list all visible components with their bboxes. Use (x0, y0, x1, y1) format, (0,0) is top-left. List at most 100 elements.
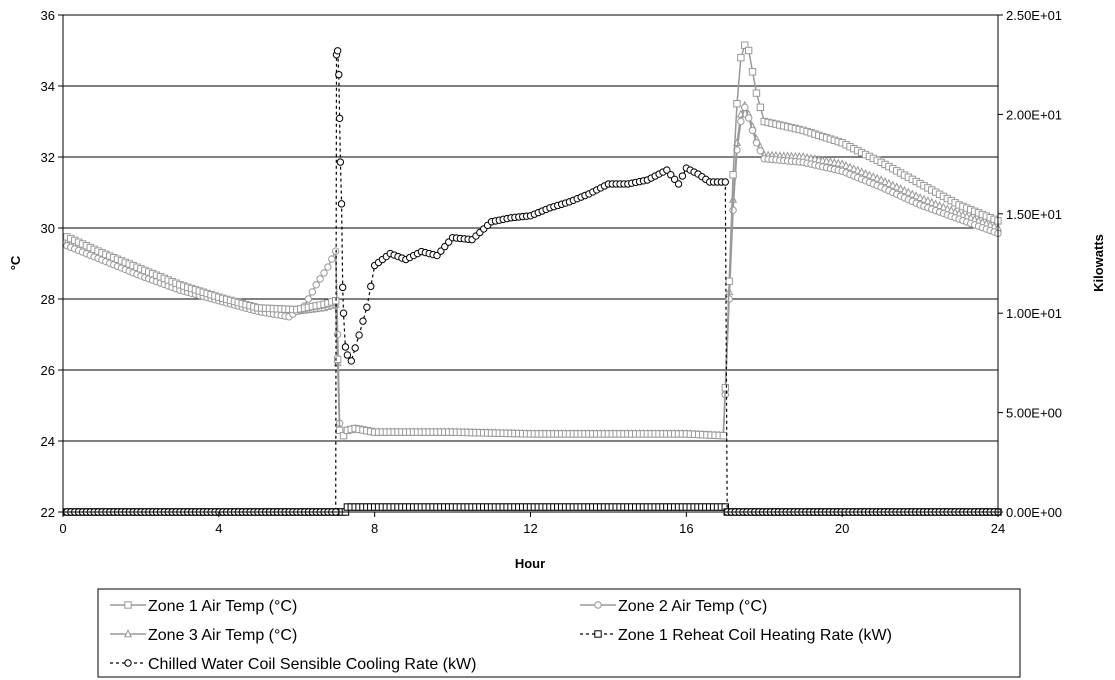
data-point (849, 164, 858, 173)
data-point (308, 288, 317, 296)
data-point (869, 172, 878, 181)
data-point (756, 103, 765, 111)
data-point (737, 117, 745, 126)
data-point (335, 114, 344, 123)
data-point (873, 173, 882, 182)
data-point (670, 175, 679, 184)
legend-item: Zone 1 Reheat Coil Heating Rate (kW) (580, 627, 892, 644)
legend-label: Zone 1 Reheat Coil Heating Rate (kW) (618, 627, 892, 644)
data-point (333, 47, 342, 55)
y-tick-label: 22 (41, 505, 55, 520)
data-point (359, 317, 367, 325)
data-point (339, 283, 347, 292)
x-tick-label: 0 (59, 521, 66, 536)
data-point (324, 263, 332, 271)
data-point (667, 171, 675, 179)
x-tick-label: 24 (991, 521, 1005, 536)
legend-item: Chilled Water Coil Sensible Cooling Rate… (110, 656, 476, 673)
data-point (741, 103, 749, 112)
legend-label: Zone 1 Air Temp (°C) (148, 598, 297, 615)
data-point (729, 206, 737, 214)
data-point (333, 355, 342, 364)
y-tick-label: 34 (41, 79, 55, 94)
data-point (857, 167, 866, 176)
y-tick-label: 30 (41, 221, 55, 236)
y2-tick-label: 2.00E+01 (1006, 107, 1062, 122)
data-point (923, 196, 932, 205)
tick-labels: 0 4 8 12 16 20 24 22 24 26 28 30 32 34 36 0.00E+00 5.00E… (41, 8, 1063, 536)
data-point (861, 168, 870, 177)
data-point (838, 159, 847, 168)
data-point (900, 185, 909, 194)
y-tick-label: 32 (41, 150, 55, 165)
legend-marker (124, 601, 132, 609)
data-point (756, 147, 765, 155)
data-point (320, 269, 328, 277)
data-point (881, 177, 890, 186)
data-point (877, 175, 886, 184)
data-point (916, 193, 925, 202)
data-point (339, 431, 348, 440)
data-point (339, 309, 348, 317)
legend-marker (594, 630, 602, 638)
series-2 (63, 103, 1002, 440)
series-layer (62, 41, 1003, 516)
data-point (896, 184, 905, 193)
data-point (865, 170, 874, 179)
data-point (912, 191, 921, 200)
legend-item: Zone 3 Air Temp (°C) (110, 627, 297, 644)
legend-marker (123, 629, 133, 638)
data-point (744, 114, 753, 122)
data-point (752, 89, 761, 97)
data-point (748, 126, 757, 135)
data-point (347, 357, 355, 365)
x-tick-label: 4 (215, 521, 222, 536)
data-point (304, 295, 313, 303)
data-point (892, 182, 901, 191)
data-point (927, 197, 936, 206)
data-point (737, 53, 745, 62)
legend-label: Chilled Water Coil Sensible Cooling Rate… (148, 656, 476, 673)
data-point (725, 277, 733, 285)
data-point (748, 68, 757, 76)
y-axis-label: °C (8, 255, 23, 270)
data-point (328, 255, 336, 263)
y2-tick-label: 5.00E+00 (1006, 406, 1062, 421)
data-point (721, 178, 729, 186)
legend-box (97, 588, 1021, 678)
data-point (316, 275, 324, 283)
legend-item: Zone 1 Air Temp (°C) (110, 598, 297, 615)
data-point (719, 431, 728, 440)
data-point (721, 384, 729, 392)
legend-label: Zone 3 Air Temp (°C) (148, 627, 297, 644)
legend: Zone 1 Air Temp (°C) Zone 2 Air Temp (°C)… (97, 588, 1021, 678)
data-point (343, 351, 352, 359)
legend-marker (594, 601, 602, 609)
data-point (908, 189, 917, 198)
x-tick-label: 16 (679, 521, 693, 536)
data-point (752, 139, 761, 147)
y-tick-label: 24 (41, 434, 55, 449)
data-point (842, 160, 851, 169)
data-point (341, 343, 350, 351)
data-point (845, 162, 854, 171)
x-axis-label: Hour (515, 556, 545, 571)
y-tick-label: 28 (41, 292, 55, 307)
data-point (335, 70, 343, 79)
data-point (884, 178, 893, 187)
data-point (355, 331, 363, 339)
y2-tick-label: 2.50E+01 (1006, 8, 1062, 23)
data-point (363, 303, 371, 311)
x-tick-label: 20 (835, 521, 849, 536)
legend-marker (124, 659, 132, 667)
data-point (741, 41, 749, 49)
data-point (733, 100, 741, 108)
data-point (337, 200, 346, 208)
data-point (674, 180, 683, 188)
data-point (919, 194, 928, 203)
data-point (744, 46, 753, 55)
data-point (888, 180, 897, 189)
y2-tick-label: 1.50E+01 (1006, 207, 1062, 222)
data-point (663, 166, 671, 174)
